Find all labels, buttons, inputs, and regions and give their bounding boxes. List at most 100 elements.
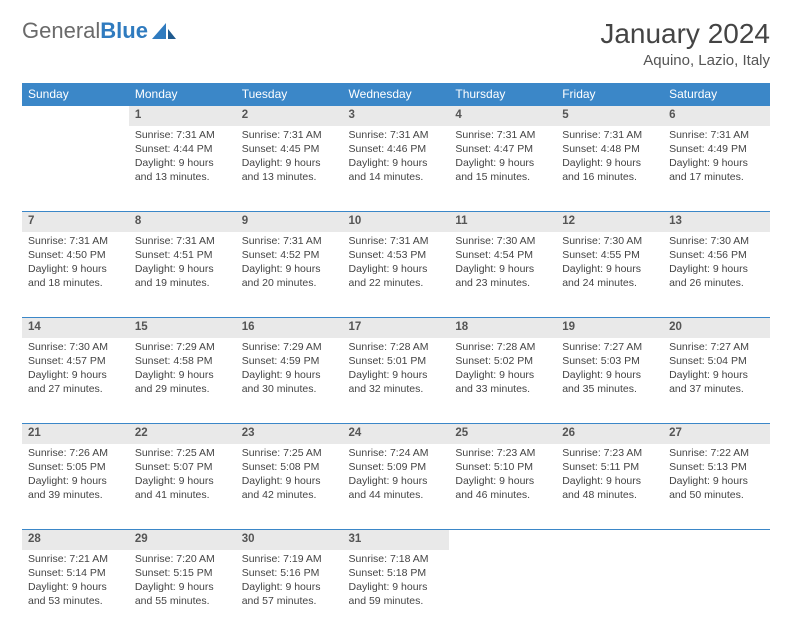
sunset-text: Sunset: 5:03 PM xyxy=(562,354,657,368)
day-cell: Sunrise: 7:20 AMSunset: 5:15 PMDaylight:… xyxy=(129,550,236,636)
sunrise-text: Sunrise: 7:19 AM xyxy=(242,552,337,566)
daylight-text: Daylight: 9 hours xyxy=(135,368,230,382)
daynum-row: 21222324252627 xyxy=(22,424,770,444)
day-cell xyxy=(556,550,663,636)
sunrise-text: Sunrise: 7:31 AM xyxy=(242,128,337,142)
weekday-header: Saturday xyxy=(663,83,770,106)
sunset-text: Sunset: 4:54 PM xyxy=(455,248,550,262)
daylight-text: and 13 minutes. xyxy=(135,170,230,184)
day-cell xyxy=(663,550,770,636)
day-number xyxy=(556,530,663,550)
sunset-text: Sunset: 4:58 PM xyxy=(135,354,230,368)
day-number: 8 xyxy=(129,212,236,232)
daylight-text: and 17 minutes. xyxy=(669,170,764,184)
sunset-text: Sunset: 5:16 PM xyxy=(242,566,337,580)
day-cell: Sunrise: 7:31 AMSunset: 4:49 PMDaylight:… xyxy=(663,126,770,212)
daylight-text: and 15 minutes. xyxy=(455,170,550,184)
sunrise-text: Sunrise: 7:29 AM xyxy=(135,340,230,354)
day-number: 24 xyxy=(343,424,450,444)
sunset-text: Sunset: 5:07 PM xyxy=(135,460,230,474)
weekday-header: Wednesday xyxy=(343,83,450,106)
sunrise-text: Sunrise: 7:20 AM xyxy=(135,552,230,566)
day-cell: Sunrise: 7:31 AMSunset: 4:53 PMDaylight:… xyxy=(343,232,450,318)
day-number: 14 xyxy=(22,318,129,338)
day-cell: Sunrise: 7:24 AMSunset: 5:09 PMDaylight:… xyxy=(343,444,450,530)
day-cell: Sunrise: 7:26 AMSunset: 5:05 PMDaylight:… xyxy=(22,444,129,530)
sunset-text: Sunset: 5:08 PM xyxy=(242,460,337,474)
sunset-text: Sunset: 4:46 PM xyxy=(349,142,444,156)
weekday-header: Monday xyxy=(129,83,236,106)
sunrise-text: Sunrise: 7:30 AM xyxy=(669,234,764,248)
sunset-text: Sunset: 5:13 PM xyxy=(669,460,764,474)
day-number: 25 xyxy=(449,424,556,444)
sunset-text: Sunset: 4:59 PM xyxy=(242,354,337,368)
day-number: 5 xyxy=(556,106,663,126)
daylight-text: Daylight: 9 hours xyxy=(562,156,657,170)
sunrise-text: Sunrise: 7:31 AM xyxy=(242,234,337,248)
daylight-text: and 30 minutes. xyxy=(242,382,337,396)
day-number: 2 xyxy=(236,106,343,126)
logo-text-1: General xyxy=(22,18,100,44)
daylight-text: Daylight: 9 hours xyxy=(669,156,764,170)
day-cell: Sunrise: 7:27 AMSunset: 5:03 PMDaylight:… xyxy=(556,338,663,424)
daylight-text: and 33 minutes. xyxy=(455,382,550,396)
sunrise-text: Sunrise: 7:30 AM xyxy=(562,234,657,248)
sunset-text: Sunset: 5:09 PM xyxy=(349,460,444,474)
daylight-text: and 48 minutes. xyxy=(562,488,657,502)
daylight-text: Daylight: 9 hours xyxy=(349,368,444,382)
sunrise-text: Sunrise: 7:29 AM xyxy=(242,340,337,354)
day-number: 4 xyxy=(449,106,556,126)
sunset-text: Sunset: 4:52 PM xyxy=(242,248,337,262)
sunrise-text: Sunrise: 7:31 AM xyxy=(455,128,550,142)
daylight-text: and 16 minutes. xyxy=(562,170,657,184)
day-cell: Sunrise: 7:31 AMSunset: 4:48 PMDaylight:… xyxy=(556,126,663,212)
sunrise-text: Sunrise: 7:28 AM xyxy=(349,340,444,354)
daylight-text: and 39 minutes. xyxy=(28,488,123,502)
daylight-text: Daylight: 9 hours xyxy=(28,262,123,276)
sunset-text: Sunset: 4:44 PM xyxy=(135,142,230,156)
day-cell xyxy=(449,550,556,636)
daynum-row: 28293031 xyxy=(22,530,770,550)
daylight-text: Daylight: 9 hours xyxy=(349,156,444,170)
daylight-text: and 26 minutes. xyxy=(669,276,764,290)
day-cell: Sunrise: 7:22 AMSunset: 5:13 PMDaylight:… xyxy=(663,444,770,530)
daylight-text: and 24 minutes. xyxy=(562,276,657,290)
daylight-text: and 13 minutes. xyxy=(242,170,337,184)
weekday-header: Tuesday xyxy=(236,83,343,106)
day-number xyxy=(449,530,556,550)
daylight-text: and 37 minutes. xyxy=(669,382,764,396)
daylight-text: and 59 minutes. xyxy=(349,594,444,608)
sunset-text: Sunset: 4:49 PM xyxy=(669,142,764,156)
day-number xyxy=(22,106,129,126)
daylight-text: and 41 minutes. xyxy=(135,488,230,502)
daynum-row: 14151617181920 xyxy=(22,318,770,338)
sunset-text: Sunset: 5:02 PM xyxy=(455,354,550,368)
day-cell: Sunrise: 7:30 AMSunset: 4:55 PMDaylight:… xyxy=(556,232,663,318)
sunset-text: Sunset: 5:14 PM xyxy=(28,566,123,580)
day-number: 19 xyxy=(556,318,663,338)
day-number: 17 xyxy=(343,318,450,338)
sunrise-text: Sunrise: 7:31 AM xyxy=(669,128,764,142)
content-row: Sunrise: 7:26 AMSunset: 5:05 PMDaylight:… xyxy=(22,444,770,530)
content-row: Sunrise: 7:31 AM Sunset: 4:44 PM Daylight:… xyxy=(22,126,770,212)
day-cell: Sunrise: 7:21 AMSunset: 5:14 PMDaylight:… xyxy=(22,550,129,636)
sunrise-text: Sunrise: 7:25 AM xyxy=(135,446,230,460)
daylight-text: and 46 minutes. xyxy=(455,488,550,502)
day-number: 16 xyxy=(236,318,343,338)
day-number: 29 xyxy=(129,530,236,550)
daylight-text: Daylight: 9 hours xyxy=(28,368,123,382)
day-number: 22 xyxy=(129,424,236,444)
day-cell: Sunrise: 7:27 AMSunset: 5:04 PMDaylight:… xyxy=(663,338,770,424)
day-number: 13 xyxy=(663,212,770,232)
sunset-text: Sunset: 4:57 PM xyxy=(28,354,123,368)
day-cell: Sunrise: 7:31 AMSunset: 4:47 PMDaylight:… xyxy=(449,126,556,212)
sunset-text: Sunset: 4:50 PM xyxy=(28,248,123,262)
daylight-text: Daylight: 9 hours xyxy=(242,368,337,382)
daynum-row: 78910111213 xyxy=(22,212,770,232)
daylight-text: Daylight: 9 hours xyxy=(562,262,657,276)
day-cell: Sunrise: 7:23 AMSunset: 5:11 PMDaylight:… xyxy=(556,444,663,530)
daylight-text: Daylight: 9 hours xyxy=(28,474,123,488)
logo: GeneralBlue xyxy=(22,18,178,44)
day-number: 26 xyxy=(556,424,663,444)
day-cell: Sunrise: 7:31 AMSunset: 4:45 PMDaylight:… xyxy=(236,126,343,212)
